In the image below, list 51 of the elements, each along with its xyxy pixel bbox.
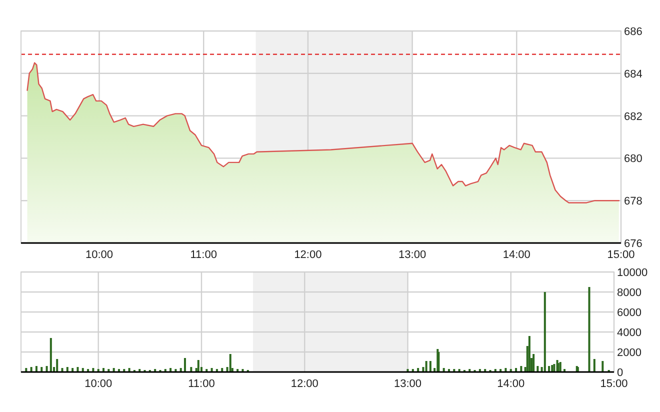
x-tick-label: 10:00 xyxy=(84,378,112,390)
x-tick-label: 12:00 xyxy=(294,249,322,261)
y-tick-label: 6000 xyxy=(617,307,642,319)
bar xyxy=(520,366,522,372)
bar xyxy=(553,364,556,372)
bar xyxy=(528,336,530,372)
y-tick-label: 0 xyxy=(617,367,624,379)
x-tick-label: 15:00 xyxy=(600,378,628,390)
x-tick-label: 11:00 xyxy=(190,249,217,261)
x-tick-label: 12:00 xyxy=(290,378,318,390)
bar xyxy=(46,366,48,372)
bar xyxy=(76,367,79,372)
x-tick-label: 10:00 xyxy=(85,249,114,261)
bar xyxy=(588,287,590,372)
y-tick-label: 10000 xyxy=(617,267,648,279)
x-tick-label: 13:00 xyxy=(394,378,422,390)
bar xyxy=(532,354,535,372)
bar xyxy=(429,361,432,372)
bar xyxy=(66,367,68,372)
bar xyxy=(190,367,192,372)
bar xyxy=(229,354,232,372)
y-tick-label: 678 xyxy=(624,196,642,208)
bar xyxy=(557,363,560,372)
bar xyxy=(425,361,428,372)
y-tick-label: 8000 xyxy=(617,287,642,299)
bar xyxy=(56,359,58,372)
x-tick-label: 13:00 xyxy=(398,249,426,261)
y-tick-label: 676 xyxy=(624,238,642,250)
bar xyxy=(602,361,604,372)
x-tick-label: 14:00 xyxy=(497,378,525,390)
x-tick-label: 11:00 xyxy=(188,378,215,390)
bar xyxy=(548,366,550,372)
bar xyxy=(50,338,52,372)
bar xyxy=(197,360,200,372)
y-tick-label: 682 xyxy=(624,110,642,123)
bar xyxy=(551,365,554,372)
y-tick-label: 4000 xyxy=(617,327,642,339)
y-tick-label: 680 xyxy=(624,153,642,166)
bar xyxy=(559,362,562,372)
bar xyxy=(544,292,546,372)
bar xyxy=(536,366,539,372)
bar xyxy=(40,367,43,372)
bar xyxy=(593,359,596,372)
y-tick-label: 684 xyxy=(624,68,642,80)
y-tick-label: 2000 xyxy=(617,347,642,359)
bar xyxy=(35,366,38,372)
bar xyxy=(438,352,440,372)
bar xyxy=(184,358,186,372)
y-tick-label: 686 xyxy=(624,26,642,38)
x-tick-label: 14:00 xyxy=(502,249,530,261)
x-tick-label: 15:00 xyxy=(607,249,635,261)
